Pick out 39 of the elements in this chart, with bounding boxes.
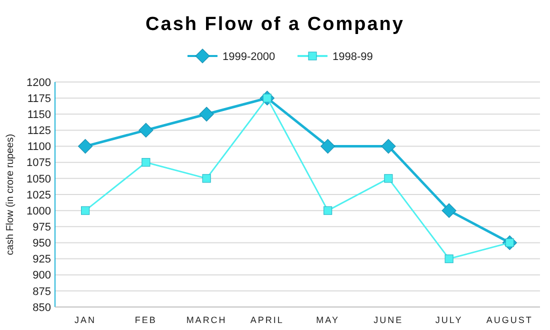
point <box>199 106 214 122</box>
point <box>384 174 393 183</box>
y-tick-label: 1175 <box>27 92 51 105</box>
y-tick-label: 900 <box>32 270 51 282</box>
point <box>81 206 90 215</box>
y-tick-label: 1200 <box>26 76 51 89</box>
y-tick-label: 925 <box>32 254 51 266</box>
y-tick-label: 850 <box>32 302 51 314</box>
legend-label: 1999-2000 <box>222 50 276 63</box>
y-tick-label: 1100 <box>27 141 51 154</box>
y-tick-label: 875 <box>32 286 51 298</box>
x-tick-label: MARCH <box>186 315 227 325</box>
y-tick-label: 1075 <box>26 157 51 170</box>
x-tick-label: APRIL <box>250 315 284 325</box>
x-tick-label: MAY <box>316 315 340 325</box>
y-tick-label: 1125 <box>27 125 51 138</box>
y-tick-label: 950 <box>32 238 51 250</box>
point <box>138 122 154 138</box>
point <box>202 174 211 183</box>
chart-title: Cash Flow of a Company <box>146 14 404 35</box>
point <box>320 138 336 154</box>
x-tick-label: JAN <box>74 315 96 325</box>
point <box>381 138 396 154</box>
point <box>324 206 332 215</box>
y-tick-label: 975 <box>32 221 51 234</box>
x-tick-label: JUNE <box>374 315 404 325</box>
legend-label: 1998-99 <box>332 50 373 63</box>
x-tick-label: FEB <box>134 315 157 325</box>
x-tick-label: JULY <box>435 315 463 325</box>
point <box>78 138 93 154</box>
y-tick-label: 1025 <box>26 189 51 202</box>
y-axis-title: cash Flow (in crore rupees) <box>5 134 16 256</box>
y-tick-label: 1050 <box>26 173 51 186</box>
x-tick-label: AUGUST <box>486 315 533 325</box>
y-tick-label: 1150 <box>27 108 51 121</box>
point <box>444 254 454 264</box>
point <box>142 158 150 167</box>
point <box>442 203 456 218</box>
y-tick-label: 1000 <box>26 205 51 218</box>
